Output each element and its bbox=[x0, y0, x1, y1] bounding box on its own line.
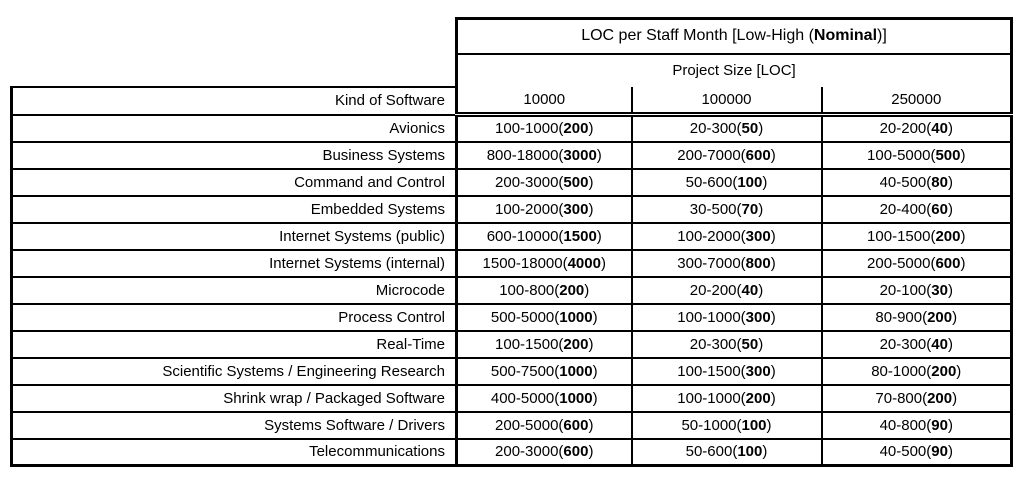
column-header-10000: 10000 bbox=[455, 86, 633, 117]
data-cell: 200-3000(600) bbox=[455, 437, 633, 467]
data-cell: 100-1000(200) bbox=[455, 113, 633, 143]
table-row: Process Control 500-5000(1000) 100-1000(… bbox=[10, 302, 1014, 332]
data-cell: 500-5000(1000) bbox=[455, 302, 633, 332]
data-cell: 50-600(100) bbox=[630, 437, 823, 467]
data-cell: 100-1000(200) bbox=[630, 383, 823, 413]
table-row: Shrink wrap / Packaged Software 400-5000… bbox=[10, 383, 1014, 413]
data-cell: 40-500(90) bbox=[820, 437, 1014, 467]
table-row: Business Systems 800-18000(3000) 200-700… bbox=[10, 140, 1014, 170]
data-cell: 100-800(200) bbox=[455, 275, 633, 305]
spacer-cell bbox=[12, 54, 457, 87]
table-row: Command and Control 200-3000(500) 50-600… bbox=[10, 167, 1014, 197]
data-cell: 20-300(40) bbox=[820, 329, 1014, 359]
table-title-pre: LOC per Staff Month [Low-High ( bbox=[581, 27, 814, 45]
data-cell: 200-5000(600) bbox=[820, 248, 1014, 278]
row-label: Microcode bbox=[10, 275, 458, 305]
table-row: Telecommunications 200-3000(600) 50-600(… bbox=[10, 437, 1014, 467]
column-header-100000: 100000 bbox=[630, 86, 823, 117]
row-label: Command and Control bbox=[10, 167, 458, 197]
row-label: Internet Systems (internal) bbox=[10, 248, 458, 278]
data-cell: 80-900(200) bbox=[820, 302, 1014, 332]
data-cell: 800-18000(3000) bbox=[455, 140, 633, 170]
data-cell: 100-2000(300) bbox=[455, 194, 633, 224]
table-row: Microcode 100-800(200) 20-200(40) 20-100… bbox=[10, 275, 1014, 305]
table-row: Real-Time 100-1500(200) 20-300(50) 20-30… bbox=[10, 329, 1014, 359]
data-cell: 50-600(100) bbox=[630, 167, 823, 197]
data-cell: 70-800(200) bbox=[820, 383, 1014, 413]
table-row: Scientific Systems / Engineering Researc… bbox=[10, 356, 1014, 386]
data-cell: 100-2000(300) bbox=[630, 221, 823, 251]
table-row: Internet Systems (public) 600-10000(1500… bbox=[10, 221, 1014, 251]
row-label: Scientific Systems / Engineering Researc… bbox=[10, 356, 458, 386]
data-cell: 20-100(30) bbox=[820, 275, 1014, 305]
table-title: LOC per Staff Month [Low-High (Nominal)] bbox=[454, 17, 1014, 55]
row-label: Embedded Systems bbox=[10, 194, 458, 224]
row-label: Internet Systems (public) bbox=[10, 221, 458, 251]
row-label: Business Systems bbox=[10, 140, 458, 170]
data-cell: 100-1500(200) bbox=[820, 221, 1014, 251]
data-cell: 40-800(90) bbox=[820, 410, 1014, 440]
row-label: Process Control bbox=[10, 302, 458, 332]
subtitle-row: Project Size [LOC] bbox=[12, 52, 1014, 87]
data-cell: 200-7000(600) bbox=[630, 140, 823, 170]
data-cell: 50-1000(100) bbox=[630, 410, 823, 440]
data-cell: 100-5000(500) bbox=[820, 140, 1014, 170]
data-cell: 600-10000(1500) bbox=[455, 221, 633, 251]
data-cell: 40-500(80) bbox=[820, 167, 1014, 197]
data-cell: 20-400(60) bbox=[820, 194, 1014, 224]
table-title-post: )] bbox=[877, 27, 887, 45]
data-cell: 20-300(50) bbox=[630, 113, 823, 143]
data-cell: 20-200(40) bbox=[630, 275, 823, 305]
data-cell: 20-200(40) bbox=[820, 113, 1014, 143]
row-label: Avionics bbox=[10, 113, 458, 143]
row-label: Systems Software / Drivers bbox=[10, 410, 458, 440]
data-cell: 400-5000(1000) bbox=[455, 383, 633, 413]
row-label: Real-Time bbox=[10, 329, 458, 359]
data-cell: 200-5000(600) bbox=[455, 410, 633, 440]
table-row: Embedded Systems 100-2000(300) 30-500(70… bbox=[10, 194, 1014, 224]
spacer-cell bbox=[12, 19, 457, 54]
data-cell: 100-1500(200) bbox=[455, 329, 633, 359]
data-cell: 100-1000(300) bbox=[630, 302, 823, 332]
data-cell: 500-7500(1000) bbox=[455, 356, 633, 386]
row-label: Shrink wrap / Packaged Software bbox=[10, 383, 458, 413]
data-cell: 20-300(50) bbox=[630, 329, 823, 359]
table-title-bold: Nominal bbox=[813, 27, 878, 45]
table-row: Internet Systems (internal) 1500-18000(4… bbox=[10, 248, 1014, 278]
data-cell: 100-1500(300) bbox=[630, 356, 823, 386]
data-cell: 1500-18000(4000) bbox=[455, 248, 633, 278]
data-cell: 200-3000(500) bbox=[455, 167, 633, 197]
loc-per-staff-month-table: LOC per Staff Month [Low-High (Nominal)]… bbox=[10, 17, 1014, 467]
column-header-250000: 250000 bbox=[820, 86, 1014, 117]
table-subtitle: Project Size [LOC] bbox=[454, 52, 1014, 87]
title-row: LOC per Staff Month [Low-High (Nominal)] bbox=[12, 17, 1014, 55]
row-label: Telecommunications bbox=[10, 437, 458, 467]
data-cell: 80-1000(200) bbox=[820, 356, 1014, 386]
row-header-label: Kind of Software bbox=[10, 85, 458, 116]
table-row: Avionics 100-1000(200) 20-300(50) 20-200… bbox=[10, 113, 1014, 143]
table-row: Systems Software / Drivers 200-5000(600)… bbox=[10, 410, 1014, 440]
data-cell: 300-7000(800) bbox=[630, 248, 823, 278]
column-header-row: Kind of Software 10000 100000 250000 bbox=[10, 85, 1014, 117]
data-cell: 30-500(70) bbox=[630, 194, 823, 224]
